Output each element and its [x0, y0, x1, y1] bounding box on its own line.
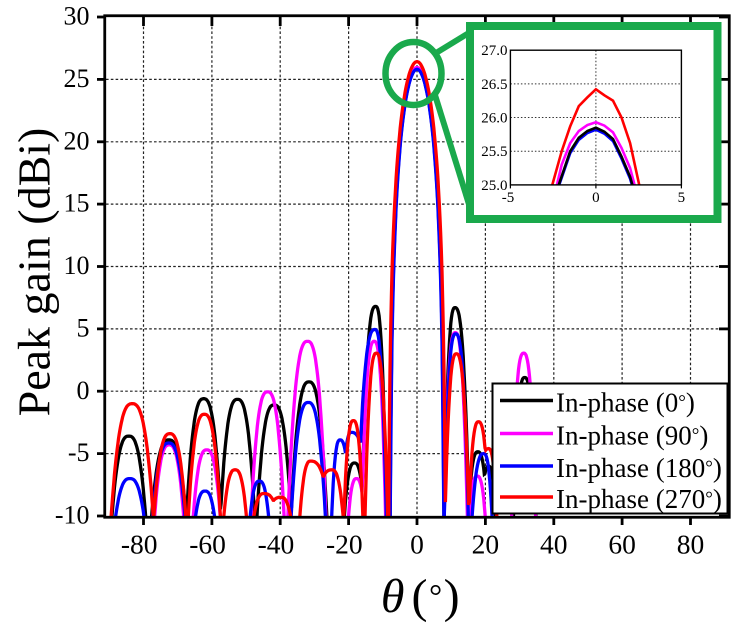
svg-text:80: 80: [677, 529, 705, 560]
svg-text:Peak gain (dBi): Peak gain (dBi): [9, 128, 60, 417]
svg-text:25.5: 25.5: [481, 144, 507, 160]
svg-text:In-phase (180°): In-phase (180°): [556, 453, 722, 483]
svg-text:20: 20: [472, 529, 500, 560]
svg-text:-5: -5: [68, 438, 90, 467]
svg-text:27.0: 27.0: [481, 43, 507, 59]
svg-text:0: 0: [77, 376, 90, 405]
svg-text:5: 5: [77, 314, 90, 343]
svg-text:-20: -20: [326, 529, 363, 560]
svg-text:-5: -5: [502, 190, 515, 206]
svg-text:26.0: 26.0: [481, 111, 507, 127]
svg-text:30: 30: [64, 2, 90, 31]
svg-text:0: 0: [592, 190, 600, 206]
svg-text:40: 40: [540, 529, 568, 560]
svg-text:-80: -80: [121, 529, 158, 560]
svg-text:0: 0: [410, 529, 424, 560]
svg-text:25.0: 25.0: [481, 178, 507, 194]
svg-text:In-phase (0°): In-phase (0°): [556, 388, 695, 418]
svg-text:20: 20: [64, 126, 90, 155]
svg-text:26.5: 26.5: [481, 77, 507, 93]
svg-text:5: 5: [678, 190, 686, 206]
svg-text:15: 15: [64, 189, 90, 218]
svg-text:In-phase (270°): In-phase (270°): [556, 484, 722, 514]
svg-text:θ (°): θ (°): [381, 570, 461, 623]
svg-text:-10: -10: [55, 501, 90, 530]
svg-text:-40: -40: [258, 529, 295, 560]
svg-text:25: 25: [64, 64, 90, 93]
svg-text:In-phase (90°): In-phase (90°): [556, 421, 708, 451]
svg-text:60: 60: [608, 529, 636, 560]
svg-text:-60: -60: [189, 529, 226, 560]
svg-text:10: 10: [64, 251, 90, 280]
